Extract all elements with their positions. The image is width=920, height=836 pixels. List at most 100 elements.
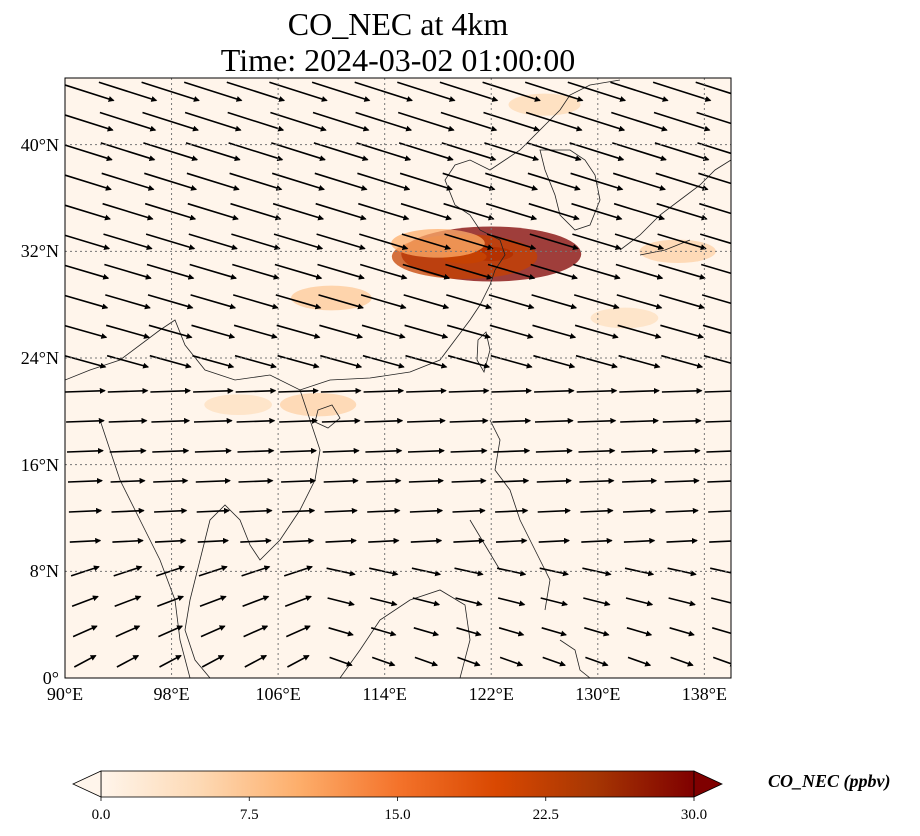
- wind-arrow: [666, 537, 698, 544]
- wind-arrow: [540, 597, 568, 607]
- wind-arrow: [485, 172, 539, 191]
- wind-arrow: [697, 142, 731, 155]
- wind-arrow: [499, 656, 524, 667]
- wind-arrow: [323, 477, 359, 484]
- wind-arrow: [568, 111, 626, 132]
- wind-arrow: [275, 294, 322, 310]
- wind-arrow: [577, 417, 617, 424]
- wind-arrow: [153, 477, 189, 484]
- wind-arrow: [369, 567, 399, 577]
- wind-arrow: [573, 294, 620, 310]
- wind-arrow: [227, 111, 285, 132]
- wind-arrow: [311, 81, 371, 102]
- wind-arrow: [400, 202, 452, 221]
- concentration-hotspot: [391, 229, 485, 258]
- wind-arrow: [441, 142, 497, 162]
- wind-arrow: [105, 294, 151, 310]
- wind-arrow: [448, 387, 490, 394]
- wind-arrow: [368, 537, 400, 544]
- wind-arrow: [613, 202, 666, 221]
- wind-arrow: [571, 202, 623, 221]
- wind-arrow: [660, 324, 705, 339]
- wind-arrow: [541, 627, 567, 637]
- wind-arrow: [399, 172, 453, 191]
- wind-arrow: [287, 654, 310, 668]
- wind-arrow: [270, 111, 327, 132]
- wind-arrow: [447, 354, 491, 369]
- map-background: [65, 78, 731, 678]
- wind-arrow: [65, 324, 108, 339]
- wind-arrow: [572, 233, 622, 251]
- coastline-malay: [99, 419, 191, 678]
- wind-arrow: [404, 324, 449, 339]
- wind-arrow: [626, 627, 653, 637]
- wind-arrow: [146, 263, 195, 280]
- wind-arrow: [611, 111, 668, 132]
- wind-arrow: [622, 477, 658, 484]
- wind-arrow: [242, 595, 270, 607]
- wind-arrow: [614, 233, 665, 251]
- wind-arrow: [355, 111, 413, 132]
- wind-arrow: [486, 233, 537, 251]
- wind-arrow: [366, 477, 402, 484]
- wind-arrow: [407, 447, 445, 454]
- wind-arrow: [103, 233, 153, 251]
- wind-arrow: [232, 294, 279, 310]
- wind-arrow: [704, 390, 731, 393]
- wind-arrow: [531, 294, 578, 310]
- concentration-hotspot: [204, 394, 272, 416]
- longitude-tick-label: 130°E: [575, 684, 621, 704]
- colorbar-tick-label: 15.0: [384, 807, 411, 823]
- wind-arrow: [274, 263, 323, 280]
- wind-arrow: [710, 567, 731, 574]
- wind-arrow: [576, 387, 618, 394]
- wind-arrow: [698, 172, 731, 185]
- colorbar-tick-label: 0.0: [91, 807, 111, 823]
- wind-arrow: [529, 233, 579, 251]
- wind-arrow: [490, 354, 533, 369]
- wind-arrow: [68, 507, 103, 514]
- wind-arrow: [538, 537, 570, 544]
- wind-arrow: [484, 142, 540, 162]
- wind-arrow: [240, 537, 272, 544]
- coastline-indochina: [184, 389, 321, 678]
- wind-arrow: [235, 387, 277, 394]
- map-frame: [64, 77, 732, 679]
- wind-arrow: [620, 417, 659, 424]
- wind-arrow: [363, 387, 405, 394]
- wind-arrow: [151, 417, 191, 424]
- latitude-tick-label: 32°N: [20, 241, 59, 262]
- wind-arrow: [282, 537, 315, 544]
- wind-arrow: [623, 537, 656, 544]
- wind-arrow: [621, 447, 658, 454]
- wind-arrow: [537, 507, 571, 514]
- wind-arrow: [525, 111, 583, 132]
- wind-arrow: [578, 447, 616, 454]
- concentration-hotspot: [279, 393, 357, 417]
- wind-arrow: [536, 477, 572, 484]
- wind-arrow: [328, 627, 354, 637]
- wind-arrow: [497, 597, 526, 607]
- wind-arrow: [456, 627, 482, 637]
- wind-arrow: [357, 172, 411, 191]
- wind-arrow: [485, 202, 538, 221]
- wind-arrow: [189, 263, 237, 280]
- wind-arrow: [281, 507, 316, 514]
- wind-arrow: [526, 142, 582, 162]
- colorbar-extend-high: [693, 770, 723, 798]
- wind-arrow: [107, 387, 149, 394]
- wind-arrow: [317, 263, 365, 280]
- longitude-tick-label: 138°E: [681, 684, 727, 704]
- wind-arrow: [661, 387, 703, 394]
- wind-arrow: [285, 625, 311, 638]
- wind-arrow: [528, 202, 580, 221]
- wind-arrow: [152, 447, 190, 454]
- wind-arrow: [574, 324, 619, 339]
- wind-arrow: [657, 233, 707, 251]
- wind-arrow: [229, 172, 283, 191]
- wind-arrow: [113, 565, 143, 577]
- wind-arrow: [452, 507, 486, 514]
- longitude-tick-label: 98°E: [153, 684, 190, 704]
- wind-arrow: [184, 111, 242, 132]
- wind-arrow: [269, 81, 328, 102]
